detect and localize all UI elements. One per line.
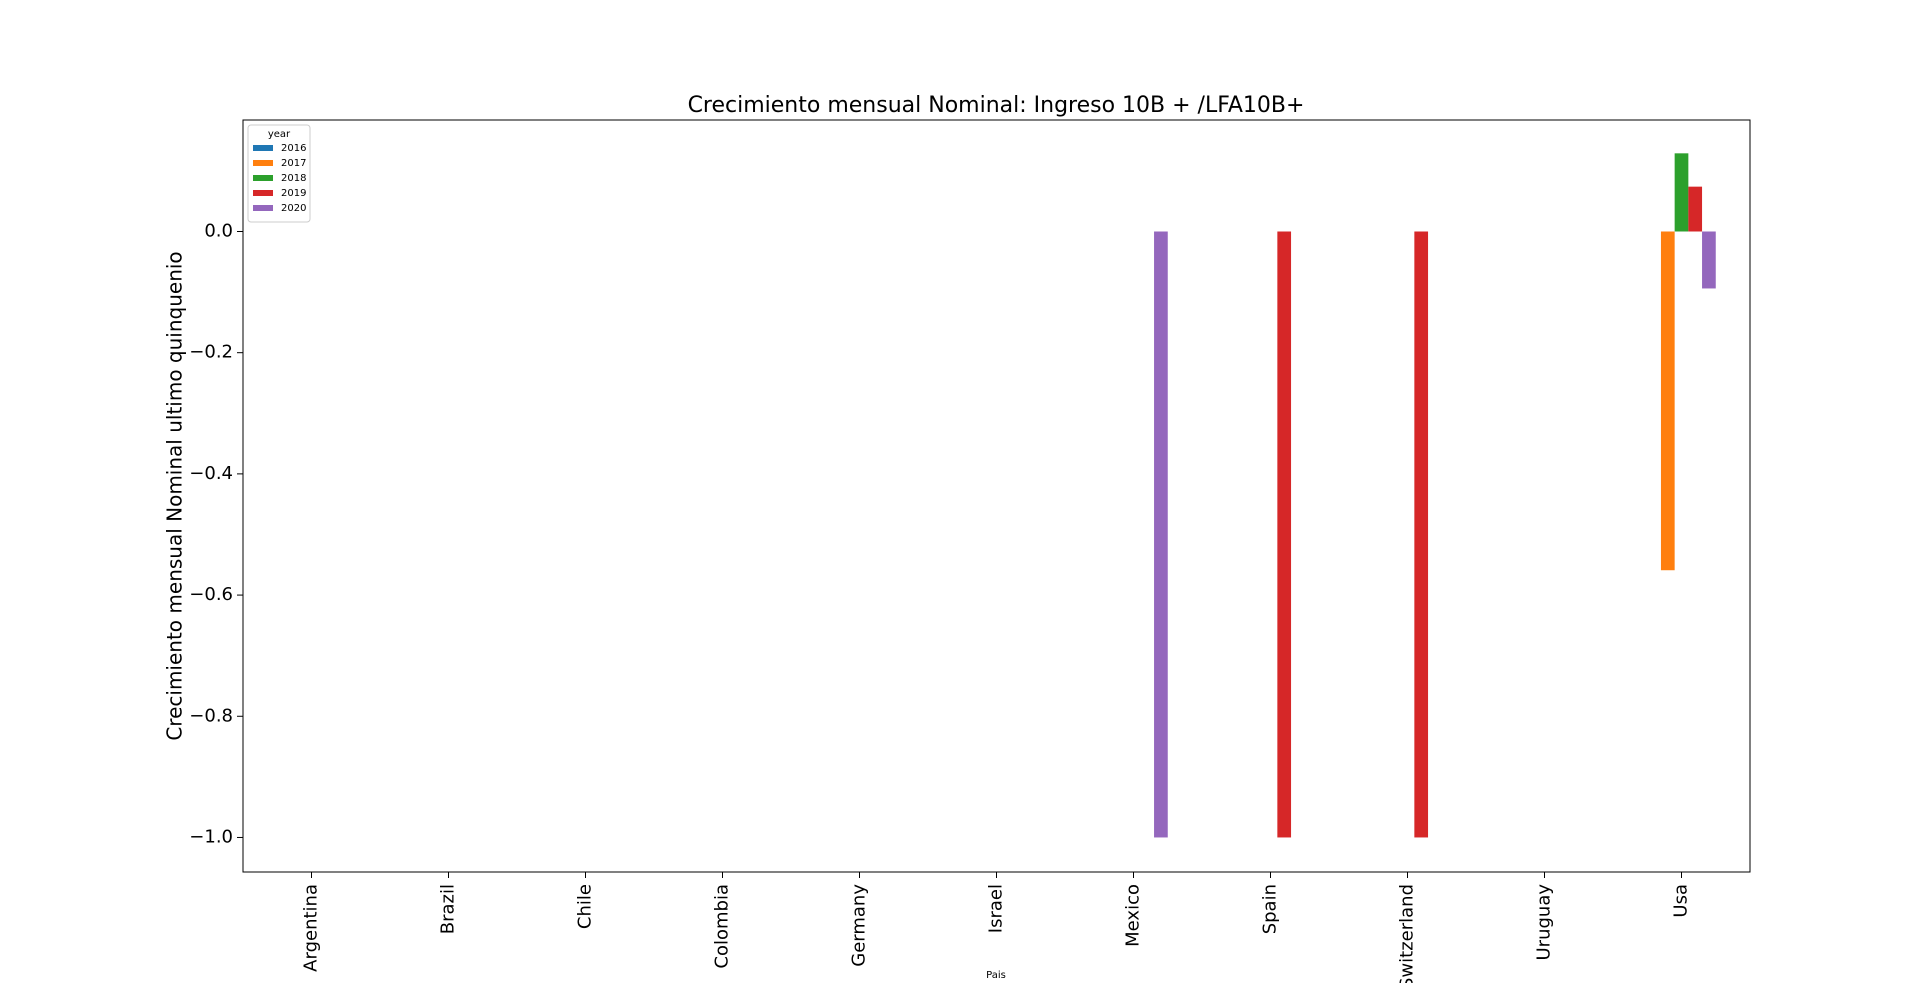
legend-swatch	[253, 145, 273, 151]
bar	[1702, 231, 1716, 289]
y-tick-label: −0.2	[189, 342, 233, 363]
y-tick-label: −0.8	[189, 705, 233, 726]
x-axis-label: Pais	[986, 970, 1006, 981]
legend-label: 2018	[281, 173, 306, 184]
y-tick-label: −1.0	[189, 826, 233, 847]
x-tick-label: Germany	[849, 884, 870, 967]
x-tick-label: Chile	[575, 884, 596, 929]
x-tick-label: Usa	[1671, 884, 1692, 918]
x-tick-label: Switzerland	[1397, 884, 1418, 983]
bar	[1414, 231, 1429, 838]
x-tick-label: Brazil	[438, 884, 459, 934]
x-tick-label: Colombia	[712, 884, 733, 969]
chart-title: Crecimiento mensual Nominal: Ingreso 10B…	[688, 93, 1305, 118]
legend-label: 2019	[281, 188, 306, 199]
bar	[1688, 186, 1703, 232]
x-tick-label: Argentina	[301, 884, 322, 972]
legend-title: year	[268, 129, 291, 140]
y-tick-label: −0.4	[189, 463, 233, 484]
legend-swatch	[253, 205, 273, 211]
y-axis-label: Crecimiento mensual Nominal ultimo quinq…	[163, 251, 187, 740]
x-tick-label: Israel	[986, 884, 1007, 933]
legend-swatch	[253, 160, 273, 166]
legend-label: 2020	[281, 203, 306, 214]
y-tick-label: −0.6	[189, 584, 233, 605]
y-tick-label: 0.0	[204, 220, 233, 241]
x-tick-label: Spain	[1260, 884, 1281, 934]
bar	[1154, 231, 1168, 838]
legend-label: 2016	[281, 143, 306, 154]
x-tick-label: Mexico	[1123, 884, 1144, 947]
plot-frame	[242, 119, 1751, 873]
legend-swatch	[253, 190, 273, 196]
legend-swatch	[253, 175, 273, 181]
bar	[1674, 153, 1689, 232]
x-tick-label: Uruguay	[1534, 884, 1555, 961]
bar	[1660, 231, 1675, 571]
bar	[1277, 231, 1292, 838]
legend-label: 2017	[281, 158, 306, 169]
